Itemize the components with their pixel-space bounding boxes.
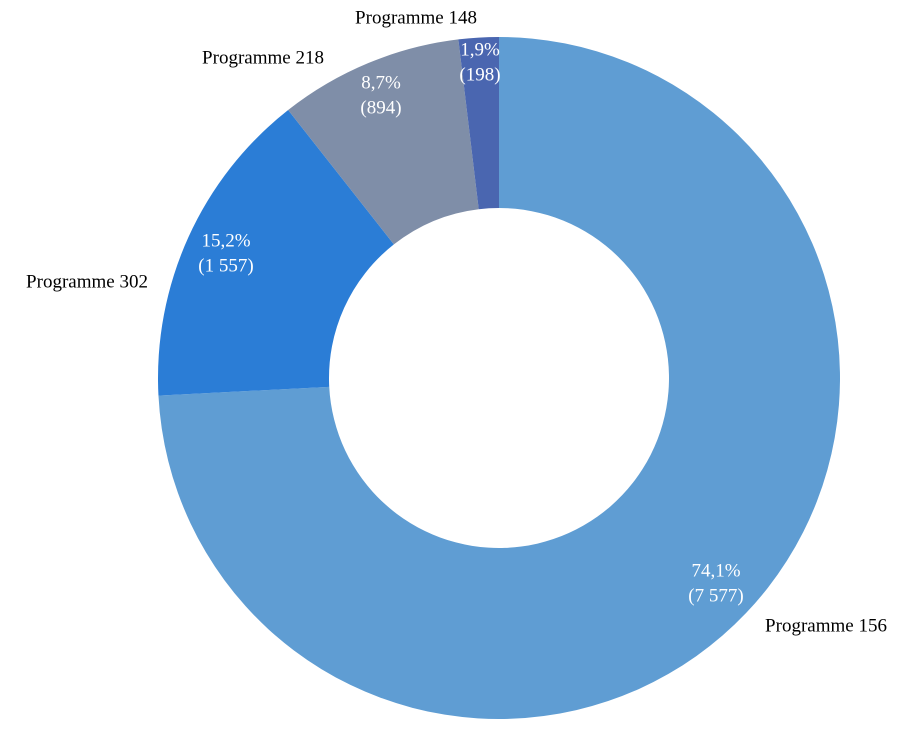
donut-slice	[158, 110, 394, 396]
donut-slice	[458, 37, 499, 210]
category-label: Programme 156	[765, 615, 887, 636]
value-label: 8,7%	[361, 72, 401, 93]
category-label: Programme 148	[355, 7, 477, 28]
category-label: Programme 302	[26, 271, 148, 292]
donut-slice	[288, 39, 479, 245]
value-label: 1,9%	[460, 39, 500, 60]
count-label: (894)	[360, 97, 401, 118]
donut-slice	[158, 37, 840, 719]
value-label: 15,2%	[201, 230, 250, 251]
count-label: (1 557)	[198, 255, 253, 276]
category-label: Programme 218	[202, 47, 324, 68]
count-label: (198)	[459, 64, 500, 85]
value-label: 74,1%	[691, 560, 740, 581]
count-label: (7 577)	[688, 585, 743, 606]
